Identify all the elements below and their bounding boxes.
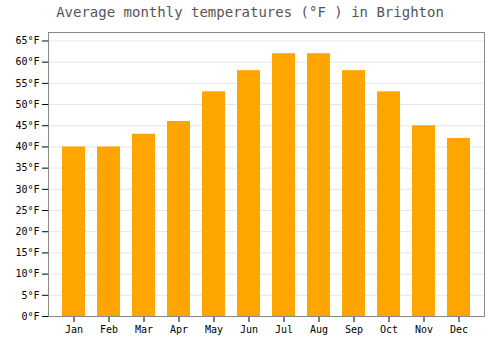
svg-text:45°F: 45°F (15, 120, 39, 131)
html-text:Average monthly temperatures (: Average monthly temperatures (°F ) in Br… (56, 4, 444, 20)
svg-text:50°F: 50°F (15, 99, 39, 110)
svg-text:60°F: 60°F (15, 56, 39, 67)
svg-text:25°F: 25°F (15, 205, 39, 216)
svg-text:Mar: Mar (135, 324, 153, 335)
svg-text:0°F: 0°F (21, 311, 39, 322)
svg-text:20°F: 20°F (15, 226, 39, 237)
svg-text:40°F: 40°F (15, 141, 39, 152)
svg-text:Jan: Jan (65, 324, 83, 335)
svg-text:Dec: Dec (450, 324, 468, 335)
svg-text:Sep: Sep (345, 324, 363, 335)
svg-text:10°F: 10°F (15, 268, 39, 279)
svg-text:Feb: Feb (100, 324, 118, 335)
svg-text:15°F: 15°F (15, 247, 39, 258)
svg-text:35°F: 35°F (15, 162, 39, 173)
svg-text:Nov: Nov (415, 324, 433, 335)
svg-text:Oct: Oct (380, 324, 398, 335)
svg-text:55°F: 55°F (15, 78, 39, 89)
svg-text:Jul: Jul (275, 324, 293, 335)
svg-text:5°F: 5°F (21, 290, 39, 301)
svg-text:Aug: Aug (310, 324, 328, 335)
svg-text:65°F: 65°F (15, 35, 39, 46)
svg-text:Jun: Jun (240, 324, 258, 335)
svg-text:Apr: Apr (170, 324, 188, 335)
svg-text:May: May (205, 324, 223, 335)
svg-text:30°F: 30°F (15, 184, 39, 195)
